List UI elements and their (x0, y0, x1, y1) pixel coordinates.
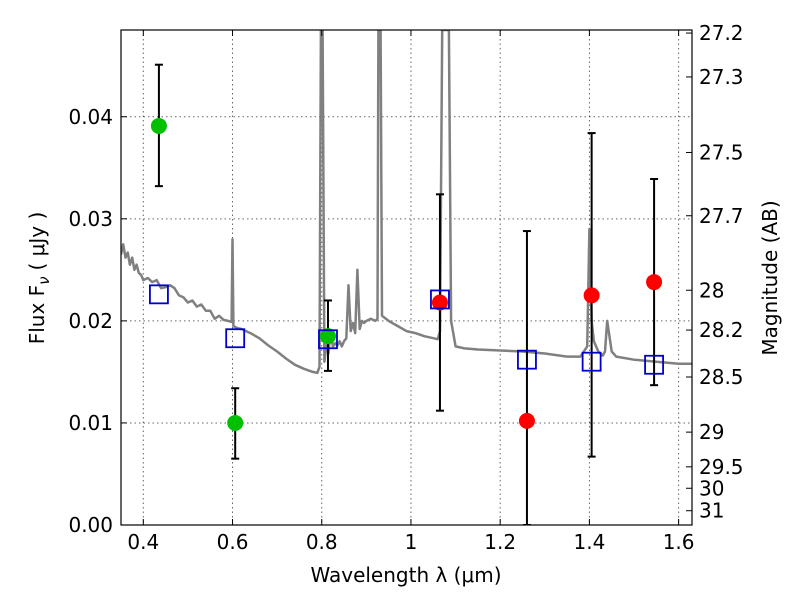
x-tick-label: 1.6 (663, 530, 695, 554)
y2-tick-label: 28.5 (699, 365, 744, 389)
secondary-y-axis-label: Magnitude (AB) (758, 200, 782, 355)
model-square-marker (149, 284, 169, 305)
y-tick-label: 0.01 (68, 411, 113, 435)
observed-point (431, 294, 448, 311)
x-tick-label: 0.4 (127, 530, 159, 554)
observed-point (150, 117, 167, 134)
x-tick-label: 0.8 (306, 530, 338, 554)
plot-frame (120, 29, 693, 526)
x-tick-label: 0.6 (217, 530, 249, 554)
y2-tick-label: 29 (699, 420, 724, 444)
plot-area (121, 30, 692, 525)
y-tick-label: 0.04 (68, 105, 113, 129)
model-square-marker (318, 329, 338, 350)
axis-ticks: 0.4 0.6 0.8 1 1.2 1.4 1.6 0.00 0.01 0.02 0.03 0.04 2… (68, 21, 743, 554)
y-axis-label: Flux Fν ( μJy ) (25, 212, 53, 345)
observed-point (319, 328, 336, 345)
y2-tick-label: 27.5 (699, 140, 744, 164)
x-tick-label: 1 (405, 530, 418, 554)
model-square-marker (581, 351, 602, 372)
observed-point (518, 412, 535, 429)
x-axis-label: Wavelength λ (μm) (310, 563, 501, 587)
model-square-marker (225, 328, 246, 349)
y-tick-label: 0.02 (68, 309, 113, 333)
y2-tick-label: 29.5 (699, 455, 744, 479)
y2-tick-label: 27.3 (699, 65, 744, 89)
y-tick-label: 0.00 (68, 513, 113, 537)
observed-point (646, 274, 663, 291)
model-square-marker (644, 354, 664, 375)
y-axis-label-subscript: ν (35, 276, 53, 284)
y2-tick-label: 28.2 (699, 318, 744, 342)
y2-tick-label: 30 (699, 476, 724, 500)
x-tick-label: 1.4 (573, 530, 605, 554)
template-spectrum-line (121, 30, 692, 375)
y2-tick-label: 31 (699, 499, 724, 523)
y2-tick-label: 27.7 (699, 204, 744, 228)
x-tick-label: 1.2 (484, 530, 516, 554)
model-square-marker (517, 349, 537, 370)
y-axis-label-main: Flux F (25, 285, 49, 344)
grid (121, 30, 692, 526)
y-axis-label-units: ( μJy ) (25, 212, 49, 271)
observed-point (583, 287, 600, 304)
observed-point (227, 414, 244, 431)
y-tick-label: 0.03 (68, 207, 113, 231)
y2-tick-label: 27.2 (699, 21, 744, 45)
y2-tick-label: 28 (699, 278, 724, 302)
model-square-marker (430, 289, 450, 310)
